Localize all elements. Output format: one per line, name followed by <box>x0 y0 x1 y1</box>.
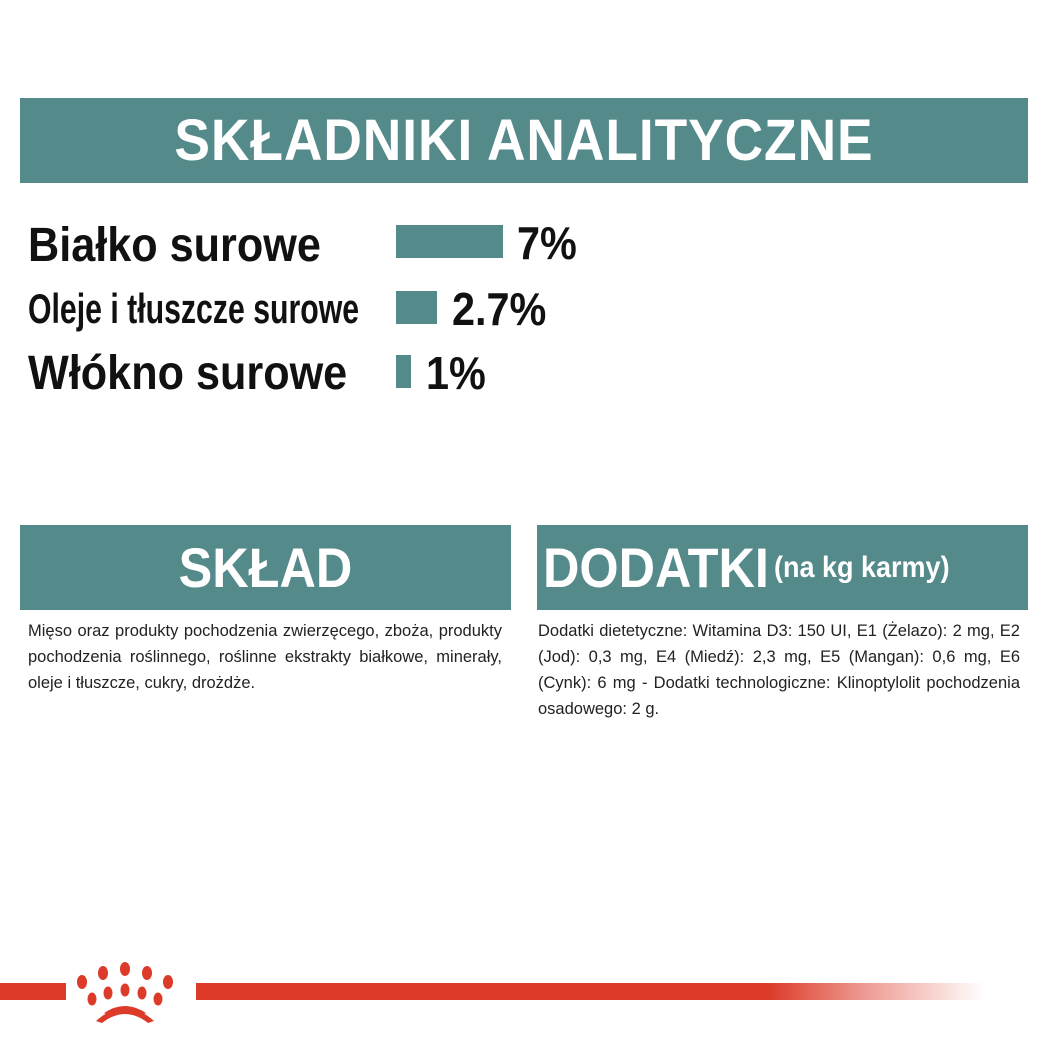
additives-title: DODATKI <box>543 536 769 599</box>
analytic-bar-fibre <box>396 355 411 388</box>
analytic-bar-fat <box>396 291 437 324</box>
analytic-label-fibre: Włókno surowe <box>28 347 348 400</box>
additives-subtitle: (na kg karmy) <box>773 550 950 584</box>
analytic-bar-protein <box>396 225 503 258</box>
analytic-value-fibre: 1% <box>426 347 486 399</box>
analytic-value-fat: 2.7% <box>452 283 547 335</box>
composition-title-banner: SKŁAD <box>20 525 511 610</box>
additives-title-banner: DODATKI (na kg karmy) <box>537 525 1028 610</box>
analytic-title: SKŁADNIKI ANALITYCZNE <box>174 108 874 173</box>
composition-text: Mięso oraz produkty pochodzenia zwierzęc… <box>28 622 502 692</box>
analytic-value-protein: 7% <box>517 217 577 269</box>
additives-text: Dodatki dietetyczne: Witamina D3: 150 UI… <box>538 622 1020 718</box>
analytic-label-protein: Białko surowe <box>28 219 321 272</box>
brand-stripe <box>0 983 985 1000</box>
composition-title: SKŁAD <box>178 536 353 599</box>
crown-logo-icon <box>66 955 196 1025</box>
analytic-title-banner: SKŁADNIKI ANALITYCZNE <box>20 98 1028 183</box>
analytic-label-fat: Oleje i tłuszcze surowe <box>28 285 360 332</box>
